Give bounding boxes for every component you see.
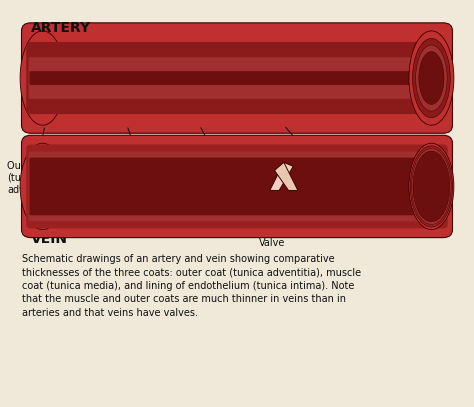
Ellipse shape xyxy=(20,31,65,125)
FancyBboxPatch shape xyxy=(29,158,445,215)
FancyBboxPatch shape xyxy=(28,57,446,99)
FancyBboxPatch shape xyxy=(26,144,448,228)
Ellipse shape xyxy=(409,31,454,125)
FancyBboxPatch shape xyxy=(28,152,446,221)
Text: Valve: Valve xyxy=(259,224,285,247)
FancyBboxPatch shape xyxy=(21,135,453,238)
Ellipse shape xyxy=(416,45,447,111)
Ellipse shape xyxy=(411,149,451,224)
FancyBboxPatch shape xyxy=(21,23,453,133)
Text: Beck: Beck xyxy=(407,222,429,231)
Polygon shape xyxy=(270,162,293,190)
Ellipse shape xyxy=(20,143,65,230)
Text: ARTERY: ARTERY xyxy=(31,21,91,35)
Text: Muscle coat (tunica
media)—thick in arteries
and thin in veins: Muscle coat (tunica media)—thick in arte… xyxy=(85,128,206,195)
Ellipse shape xyxy=(409,143,454,230)
Polygon shape xyxy=(274,162,298,190)
Text: Elastic and white
fibrous tissue: Elastic and white fibrous tissue xyxy=(183,128,267,183)
Ellipse shape xyxy=(412,38,450,118)
Text: VEIN: VEIN xyxy=(31,232,68,245)
Text: Outer coat
(tunica
adventitia): Outer coat (tunica adventitia) xyxy=(8,128,61,195)
Text: Schematic drawings of an artery and vein showing comparative
thicknesses of the : Schematic drawings of an artery and vein… xyxy=(21,254,361,318)
Ellipse shape xyxy=(413,151,450,222)
Text: Lining (tunica intima)
of endothelium: Lining (tunica intima) of endothelium xyxy=(272,127,377,183)
FancyBboxPatch shape xyxy=(29,71,445,85)
Ellipse shape xyxy=(410,146,453,227)
FancyBboxPatch shape xyxy=(26,42,448,114)
Ellipse shape xyxy=(419,52,444,105)
